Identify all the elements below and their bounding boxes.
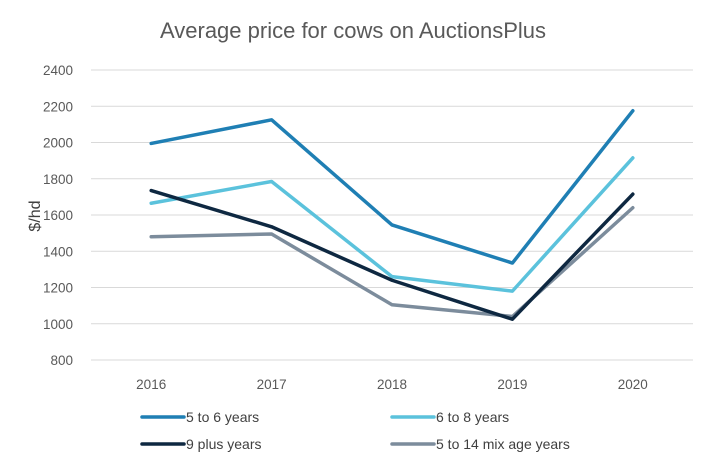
series-1-point <box>270 118 274 122</box>
x-axis-ticks: 2016 2017 2018 2019 2020 <box>136 377 648 392</box>
series-3-point <box>510 317 514 321</box>
series-1-point <box>390 223 394 227</box>
y-tick-label: 1200 <box>43 281 73 296</box>
legend-label: 5 to 14 mix age years <box>436 436 570 452</box>
chart-title: Average price for cows on AuctionsPlus <box>160 18 546 43</box>
legend-label: 5 to 6 years <box>186 409 259 425</box>
series-3-point <box>149 189 153 193</box>
y-tick-label: 1000 <box>43 317 73 332</box>
y-tick-label: 1800 <box>43 172 73 187</box>
series-lines <box>149 109 635 321</box>
gridlines <box>91 69 693 361</box>
series-4-point <box>390 303 394 307</box>
y-tick-label: 2000 <box>43 136 73 151</box>
x-tick-label: 2019 <box>497 377 527 392</box>
y-axis-label: $/hd <box>27 200 44 231</box>
series-2-point <box>510 289 514 293</box>
x-tick-label: 2016 <box>136 377 166 392</box>
series-line-3 <box>149 188 635 321</box>
x-tick-label: 2020 <box>618 377 648 392</box>
series-2-point <box>631 156 635 160</box>
y-tick-label: 2200 <box>43 99 73 114</box>
y-axis-ticks: 800 1000 1200 1400 1600 1800 2000 2200 2400 <box>43 63 73 368</box>
series-4-point <box>631 206 635 210</box>
series-2-point <box>270 179 274 183</box>
y-tick-label: 800 <box>50 353 73 368</box>
series-2-point <box>390 275 394 279</box>
series-2-point <box>149 201 153 205</box>
x-tick-label: 2017 <box>257 377 287 392</box>
series-1-point <box>510 261 514 265</box>
series-1-point <box>631 109 635 113</box>
series-4-point <box>149 235 153 239</box>
x-tick-label: 2018 <box>377 377 407 392</box>
legend-label: 6 to 8 years <box>436 409 509 425</box>
legend: 5 to 6 years 6 to 8 years 9 plus years 5 to… <box>140 409 570 452</box>
series-4-point <box>270 232 274 236</box>
y-tick-label: 1400 <box>43 244 73 259</box>
series-3-point <box>631 192 635 196</box>
y-tick-label: 1600 <box>43 208 73 223</box>
legend-label: 9 plus years <box>186 436 261 452</box>
y-tick-label: 2400 <box>43 63 73 78</box>
series-1-point <box>149 141 153 145</box>
series-3-point <box>270 225 274 229</box>
series-3-point <box>390 278 394 282</box>
